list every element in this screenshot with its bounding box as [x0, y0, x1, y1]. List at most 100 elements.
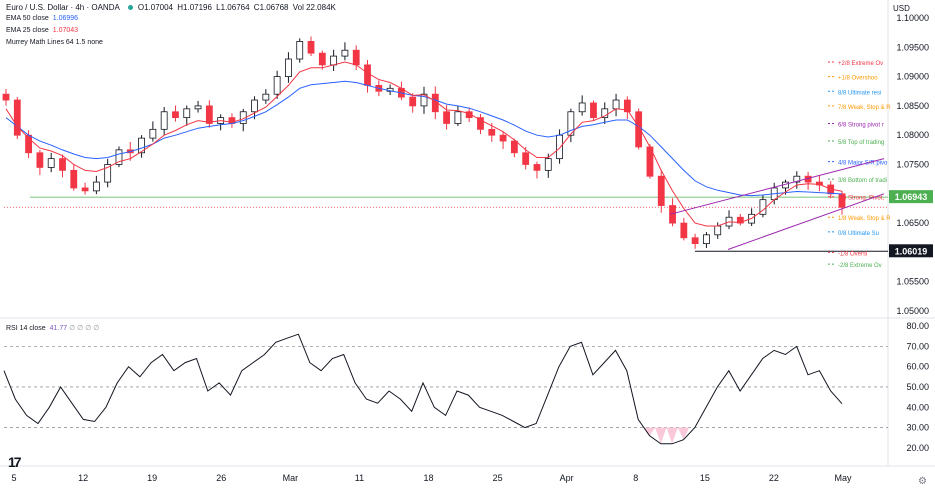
- candle-body: [838, 193, 846, 208]
- rsi-tick-label: 40.00: [906, 402, 929, 412]
- murrey-label: 6/8 Strong pivot r: [838, 122, 884, 128]
- candle-body: [691, 237, 699, 245]
- candle-body: [149, 128, 157, 139]
- ohlc-open-label: O: [137, 3, 145, 12]
- volume-readout: Vol 22.084K: [292, 3, 336, 12]
- channel-lower-line: [727, 193, 885, 250]
- indicator-ema25-value: 1.07043: [52, 27, 79, 34]
- rsi-pane: [3, 333, 888, 445]
- price-tick-label: 1.09500: [896, 42, 929, 52]
- candle-body: [318, 52, 326, 66]
- murrey-label: 8/8 Ultimate resi: [838, 90, 881, 96]
- candle-body: [612, 99, 620, 110]
- rsi-title: RSI 14 close: [6, 325, 46, 332]
- ohlc-close-value: 1.06768: [259, 3, 289, 12]
- ohlc-close: C1.06768: [254, 3, 289, 12]
- rsi-oversold-fill: [643, 427, 690, 444]
- time-tick-label: May: [834, 473, 852, 483]
- candle-body: [183, 108, 191, 119]
- price-tick-label: 1.07500: [896, 160, 929, 170]
- ohlc-high-label: H: [177, 3, 184, 12]
- candle-body: [364, 64, 371, 86]
- ohlc-open-value: 1.07004: [144, 3, 173, 12]
- candle-body: [251, 99, 258, 113]
- ohlc-low: L1.06764: [216, 3, 249, 12]
- indicator-murrey[interactable]: Murrey Math Lines 64 1.5 none: [6, 39, 103, 46]
- candle-body: [443, 111, 450, 124]
- murrey-label: -2/8 Extreme Ov: [838, 263, 882, 269]
- time-tick-label: Apr: [560, 473, 574, 483]
- candle-body: [510, 140, 518, 154]
- ohlc-high: H1.07196: [177, 3, 212, 12]
- rsi-header[interactable]: RSI 14 close 41.77 ∅ ∅ ∅ ∅: [6, 324, 99, 332]
- candle-body: [92, 181, 100, 192]
- ema50-line: [5, 80, 843, 197]
- rsi-tick-label: 70.00: [906, 341, 929, 351]
- candle-body: [59, 158, 66, 171]
- candle-body: [47, 158, 55, 168]
- time-tick-label: 8: [633, 473, 638, 483]
- candle-body: [352, 49, 360, 66]
- candle-body: [115, 149, 123, 165]
- time-tick-label: 25: [493, 473, 503, 483]
- candle-body: [703, 234, 710, 245]
- murrey-label: -1/8 Oversl: [838, 251, 867, 257]
- price-label-text: 1.06019: [895, 246, 928, 256]
- chart-header: Euro / U.S. Dollar · 4h · OANDA O1.07004…: [6, 3, 338, 12]
- tradingview-logo-icon: 17: [8, 454, 22, 470]
- price-tick-label: 1.05000: [896, 306, 929, 316]
- candle-body: [499, 134, 507, 142]
- ohlc-low-label: L: [216, 3, 221, 12]
- time-tick-label: Mar: [283, 473, 299, 483]
- price-tick-label: 1.09000: [896, 72, 929, 82]
- indicator-ema50-label: EMA 50 close: [6, 15, 49, 22]
- candle-body: [138, 137, 145, 154]
- candle-body: [578, 102, 586, 113]
- candle-body: [680, 222, 688, 239]
- indicator-ema25[interactable]: EMA 25 close 1.07043: [6, 27, 78, 34]
- ohlc-low-value: 1.06764: [220, 3, 250, 12]
- ohlc-high-value: 1.07196: [183, 3, 212, 12]
- murrey-label: 4/8 Major S/R pivo: [838, 161, 888, 167]
- candle-body: [296, 41, 304, 60]
- candle-body: [556, 134, 563, 160]
- candle-body: [81, 187, 89, 192]
- candle-body: [307, 41, 315, 54]
- candle-body: [533, 164, 541, 171]
- candle-body: [544, 158, 552, 171]
- settings-gear-icon[interactable]: ⚙: [918, 476, 927, 487]
- rsi-line: [3, 333, 843, 445]
- candle-body: [205, 105, 213, 124]
- ema25-line: [5, 61, 843, 227]
- candle-body: [70, 169, 78, 189]
- price-label-tag: [889, 244, 933, 258]
- channel-upper-line: [669, 158, 885, 215]
- murrey-label: 5/8 Top of trading: [838, 140, 884, 146]
- candle-body: [341, 49, 349, 57]
- axis-layer: 1.10000 1.09500 1.09000 1.08500 1.08000 1.075…: [11, 13, 933, 483]
- candle-body: [262, 93, 270, 101]
- symbol-title[interactable]: Euro / U.S. Dollar · 4h · OANDA: [6, 3, 120, 12]
- candle-body: [194, 105, 202, 110]
- price-label-tag: [889, 190, 933, 204]
- time-tick-label: 12: [78, 473, 88, 483]
- candle-body: [13, 99, 21, 136]
- indicator-ema50[interactable]: EMA 50 close 1.06996: [6, 15, 78, 22]
- candle-body: [623, 99, 631, 113]
- candle-body: [285, 58, 292, 78]
- murrey-label: 0/8 Ultimate Su: [838, 231, 879, 237]
- candle-body: [567, 111, 575, 136]
- indicator-murrey-label: Murrey Math Lines 64 1.5 none: [6, 39, 103, 46]
- price-tick-label: 1.06500: [896, 218, 929, 228]
- price-tick-label: 1.05500: [896, 277, 929, 287]
- candle-body: [172, 111, 179, 119]
- rsi-tick-label: 30.00: [906, 423, 929, 433]
- candle-body: [601, 108, 609, 119]
- time-tick-label: 5: [11, 473, 16, 483]
- rsi-tick-label: 60.00: [906, 362, 929, 372]
- candle-body: [736, 216, 744, 224]
- candles-layer: [2, 36, 846, 249]
- price-label-text: 1.06943: [895, 192, 928, 202]
- murrey-label: 1/8 Weak, Stop & R: [838, 216, 891, 222]
- time-tick-label: 19: [147, 473, 157, 483]
